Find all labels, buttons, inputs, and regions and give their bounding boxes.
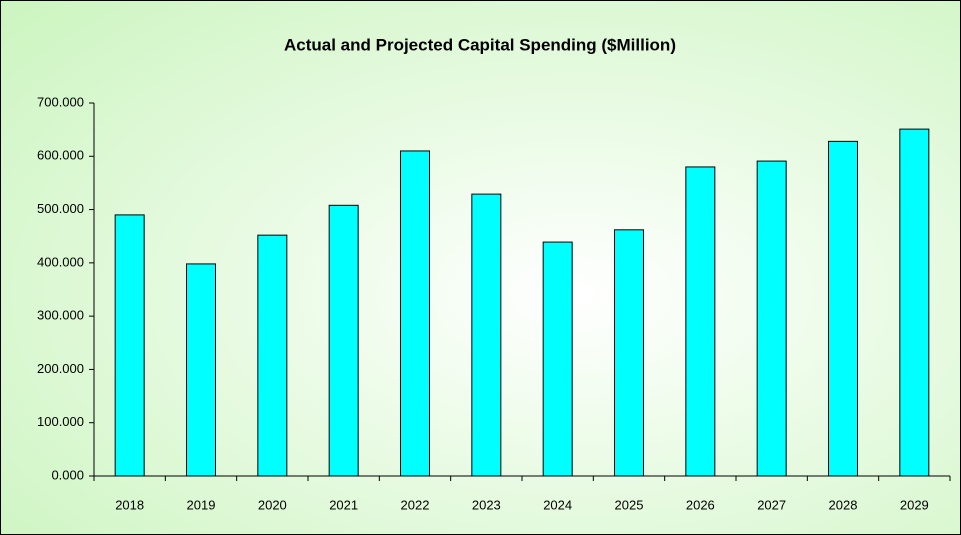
y-tick-label: 100.000: [37, 414, 84, 429]
bar: [899, 128, 930, 477]
bar: [328, 204, 359, 477]
x-tick-label: 2027: [757, 497, 786, 512]
y-tick-label: 400.000: [37, 254, 84, 269]
x-tick-label: 2029: [900, 497, 929, 512]
y-tick-label: 300.000: [37, 308, 84, 323]
x-tick-label: 2024: [543, 497, 572, 512]
x-tick-label: 2021: [329, 497, 358, 512]
y-tick-label: 0.000: [51, 467, 84, 482]
bar: [614, 229, 644, 477]
bar: [542, 241, 573, 477]
y-tick-label: 600.000: [37, 148, 84, 163]
y-tick-label: 500.000: [37, 201, 84, 216]
y-tick-label: 700.000: [37, 94, 84, 109]
bar: [685, 166, 716, 477]
x-tick-label: 2018: [115, 497, 144, 512]
x-tick-label: 2028: [829, 497, 858, 512]
x-tick-label: 2023: [472, 497, 501, 512]
x-tick-label: 2019: [187, 497, 216, 512]
chart-title: Actual and Projected Capital Spending ($…: [284, 35, 676, 54]
y-tick-label: 200.000: [37, 361, 84, 376]
bar: [756, 160, 787, 477]
bar: [471, 193, 502, 477]
bar: [186, 263, 216, 477]
bar: [114, 214, 145, 477]
bar: [400, 150, 430, 477]
x-tick-label: 2025: [615, 497, 644, 512]
bar: [257, 234, 288, 477]
x-tick-label: 2020: [258, 497, 287, 512]
x-tick-label: 2026: [686, 497, 715, 512]
x-tick-label: 2022: [401, 497, 430, 512]
bar: [828, 140, 858, 477]
